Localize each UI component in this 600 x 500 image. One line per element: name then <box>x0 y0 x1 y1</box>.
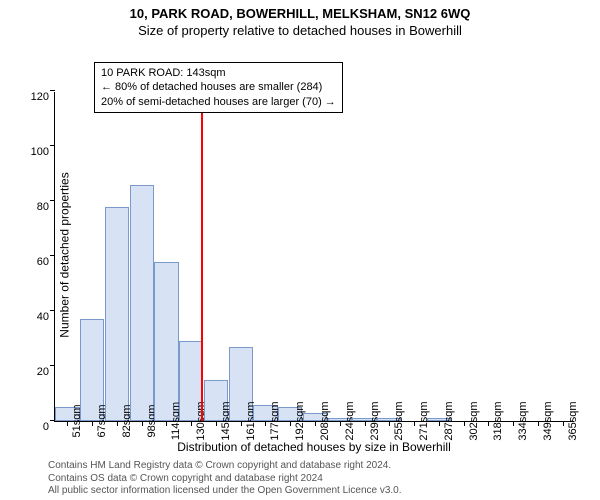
y-tick-mark <box>50 90 55 91</box>
x-tick-label: 208sqm <box>315 401 331 440</box>
info-line-1: 10 PARK ROAD: 143sqm <box>101 66 336 80</box>
y-tick-label: 120 <box>31 91 55 103</box>
histogram-bar <box>105 207 129 422</box>
x-tick-mark <box>191 421 192 426</box>
x-tick-mark <box>488 421 489 426</box>
x-tick-mark <box>538 421 539 426</box>
x-tick-label: 349sqm <box>538 401 554 440</box>
x-tick-label: 302sqm <box>464 401 480 440</box>
y-tick-mark <box>50 200 55 201</box>
x-axis-label: Distribution of detached houses by size … <box>54 440 574 454</box>
footer-line-1: Contains HM Land Registry data © Crown c… <box>48 460 402 473</box>
x-tick-mark <box>513 421 514 426</box>
page-subtitle: Size of property relative to detached ho… <box>0 21 600 38</box>
y-tick-mark <box>50 145 55 146</box>
y-tick-label: 0 <box>43 421 55 433</box>
page-title: 10, PARK ROAD, BOWERHILL, MELKSHAM, SN12… <box>0 0 600 21</box>
x-tick-mark <box>117 421 118 426</box>
x-tick-mark <box>241 421 242 426</box>
x-tick-mark <box>216 421 217 426</box>
y-tick-mark <box>50 310 55 311</box>
x-tick-mark <box>340 421 341 426</box>
attribution-footer: Contains HM Land Registry data © Crown c… <box>48 460 402 498</box>
histogram-bar <box>130 185 154 422</box>
x-tick-mark <box>464 421 465 426</box>
y-tick-label: 100 <box>31 146 55 158</box>
x-tick-mark <box>67 421 68 426</box>
x-tick-label: 318sqm <box>488 401 504 440</box>
y-tick-label: 80 <box>37 201 55 213</box>
y-tick-mark <box>50 365 55 366</box>
x-tick-mark <box>315 421 316 426</box>
plot-area: 02040608010012051sqm67sqm82sqm98sqm114sq… <box>54 92 574 422</box>
x-tick-mark <box>414 421 415 426</box>
x-tick-mark <box>389 421 390 426</box>
footer-line-2: Contains OS data © Crown copyright and d… <box>48 473 402 486</box>
footer-line-3: All public sector information licensed u… <box>48 485 402 498</box>
x-tick-label: 334sqm <box>513 401 529 440</box>
x-tick-mark <box>166 421 167 426</box>
x-tick-mark <box>290 421 291 426</box>
x-tick-label: 239sqm <box>365 401 381 440</box>
y-axis-label: Number of detached properties <box>58 172 72 337</box>
info-box: 10 PARK ROAD: 143sqm ← 80% of detached h… <box>94 62 343 113</box>
x-tick-label: 224sqm <box>340 401 356 440</box>
y-tick-label: 60 <box>37 256 55 268</box>
histogram-bar <box>154 262 178 422</box>
x-tick-label: 365sqm <box>563 401 579 440</box>
x-tick-mark <box>142 421 143 426</box>
x-tick-mark <box>439 421 440 426</box>
x-tick-mark <box>92 421 93 426</box>
info-line-2: ← 80% of detached houses are smaller (28… <box>101 80 336 94</box>
x-tick-label: 192sqm <box>290 401 306 440</box>
y-tick-label: 40 <box>37 311 55 323</box>
x-tick-label: 287sqm <box>439 401 455 440</box>
property-marker-line <box>201 92 203 421</box>
x-tick-mark <box>265 421 266 426</box>
y-tick-mark <box>50 255 55 256</box>
info-line-3: 20% of semi-detached houses are larger (… <box>101 95 336 109</box>
x-tick-mark <box>563 421 564 426</box>
x-tick-mark <box>365 421 366 426</box>
x-tick-label: 271sqm <box>414 401 430 440</box>
y-tick-label: 20 <box>37 366 55 378</box>
x-tick-label: 255sqm <box>389 401 405 440</box>
